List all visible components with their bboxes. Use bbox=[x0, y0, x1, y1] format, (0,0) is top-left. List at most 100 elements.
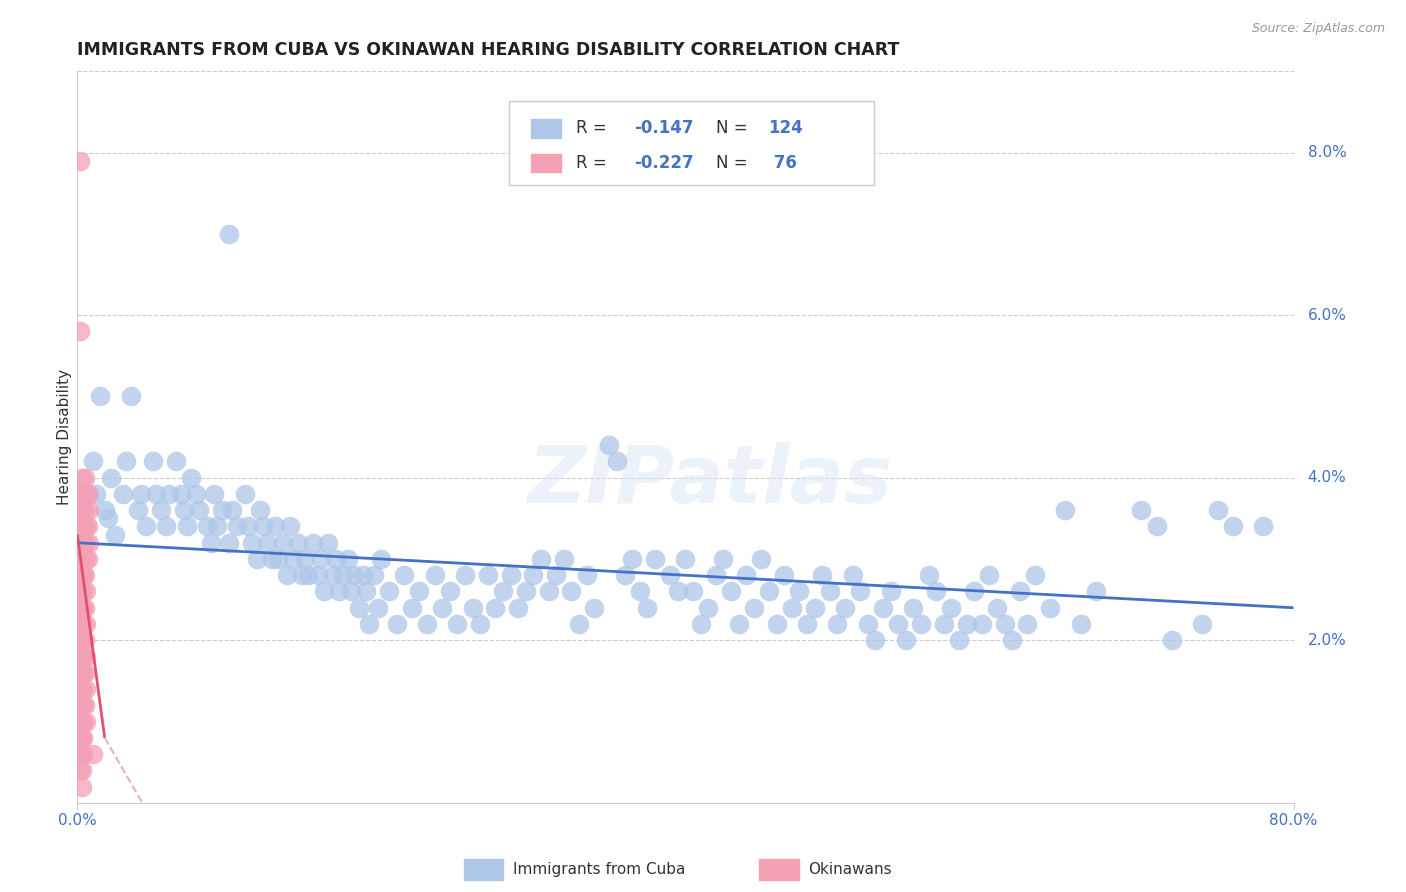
Point bbox=[392, 568, 415, 582]
Point bbox=[69, 552, 91, 566]
Text: 4.0%: 4.0% bbox=[1308, 470, 1347, 485]
Point bbox=[1251, 519, 1274, 533]
Point bbox=[446, 617, 468, 632]
Point bbox=[283, 552, 305, 566]
Point bbox=[271, 535, 294, 549]
Point bbox=[70, 714, 93, 729]
Point bbox=[70, 633, 93, 648]
Point bbox=[75, 617, 97, 632]
Point bbox=[352, 568, 374, 582]
Point bbox=[508, 600, 530, 615]
Point bbox=[359, 617, 381, 632]
Point bbox=[149, 503, 172, 517]
Point bbox=[522, 568, 544, 582]
Point bbox=[328, 584, 350, 599]
Point bbox=[73, 698, 96, 713]
Point bbox=[423, 568, 446, 582]
Point bbox=[621, 552, 644, 566]
Point bbox=[454, 568, 477, 582]
Point bbox=[69, 535, 91, 549]
Point bbox=[73, 568, 96, 582]
Point bbox=[69, 503, 91, 517]
Point bbox=[628, 584, 651, 599]
Point bbox=[278, 519, 301, 533]
Point bbox=[69, 764, 91, 778]
Point bbox=[89, 389, 111, 403]
Point bbox=[925, 584, 948, 599]
Point bbox=[751, 552, 773, 566]
Point bbox=[470, 617, 492, 632]
Point bbox=[69, 649, 91, 664]
Point bbox=[430, 600, 453, 615]
Point bbox=[70, 698, 93, 713]
Point bbox=[636, 600, 658, 615]
Point bbox=[354, 584, 377, 599]
Text: 76: 76 bbox=[768, 153, 797, 172]
Point bbox=[789, 584, 811, 599]
Point bbox=[69, 487, 91, 501]
Text: 8.0%: 8.0% bbox=[1308, 145, 1347, 161]
Point bbox=[644, 552, 666, 566]
Point bbox=[918, 568, 941, 582]
Point bbox=[894, 633, 917, 648]
Text: -0.227: -0.227 bbox=[634, 153, 695, 172]
Point bbox=[1130, 503, 1153, 517]
Point bbox=[735, 568, 758, 582]
Point bbox=[70, 764, 93, 778]
Point bbox=[720, 584, 742, 599]
Point bbox=[1146, 519, 1168, 533]
Point bbox=[322, 568, 344, 582]
Point bbox=[69, 731, 91, 745]
Point bbox=[72, 665, 94, 680]
Point bbox=[666, 584, 689, 599]
Point bbox=[75, 681, 97, 696]
Point bbox=[727, 617, 749, 632]
Point bbox=[188, 503, 211, 517]
Point bbox=[184, 487, 207, 501]
Point bbox=[69, 714, 91, 729]
Point bbox=[70, 665, 93, 680]
Point bbox=[598, 438, 620, 452]
Point bbox=[115, 454, 138, 468]
Point bbox=[803, 600, 825, 615]
Point bbox=[530, 552, 553, 566]
Point bbox=[72, 747, 94, 761]
Point bbox=[713, 552, 735, 566]
Point bbox=[127, 503, 149, 517]
Point bbox=[461, 600, 484, 615]
Point bbox=[75, 714, 97, 729]
Point bbox=[79, 535, 101, 549]
Y-axis label: Hearing Disability: Hearing Disability bbox=[56, 369, 72, 505]
Point bbox=[72, 617, 94, 632]
Point bbox=[202, 487, 225, 501]
Point bbox=[307, 568, 329, 582]
Point bbox=[367, 600, 389, 615]
Point bbox=[758, 584, 780, 599]
Point bbox=[546, 568, 568, 582]
Point bbox=[69, 527, 91, 541]
Point bbox=[249, 503, 271, 517]
Point bbox=[73, 665, 96, 680]
Point bbox=[675, 552, 697, 566]
Point bbox=[170, 487, 193, 501]
Text: -0.147: -0.147 bbox=[634, 120, 693, 137]
Point bbox=[211, 503, 233, 517]
Point bbox=[827, 617, 849, 632]
Point bbox=[180, 471, 202, 485]
Point bbox=[849, 584, 872, 599]
Point bbox=[70, 568, 93, 582]
Point bbox=[70, 584, 93, 599]
Text: 124: 124 bbox=[768, 120, 803, 137]
Point bbox=[568, 617, 591, 632]
Point bbox=[226, 519, 249, 533]
Point bbox=[157, 487, 180, 501]
Point bbox=[70, 600, 93, 615]
Point bbox=[75, 552, 97, 566]
Point bbox=[484, 600, 506, 615]
Point bbox=[1206, 503, 1229, 517]
Point bbox=[294, 552, 316, 566]
Point bbox=[287, 535, 309, 549]
Point bbox=[70, 617, 93, 632]
Point bbox=[378, 584, 401, 599]
Point bbox=[256, 535, 278, 549]
